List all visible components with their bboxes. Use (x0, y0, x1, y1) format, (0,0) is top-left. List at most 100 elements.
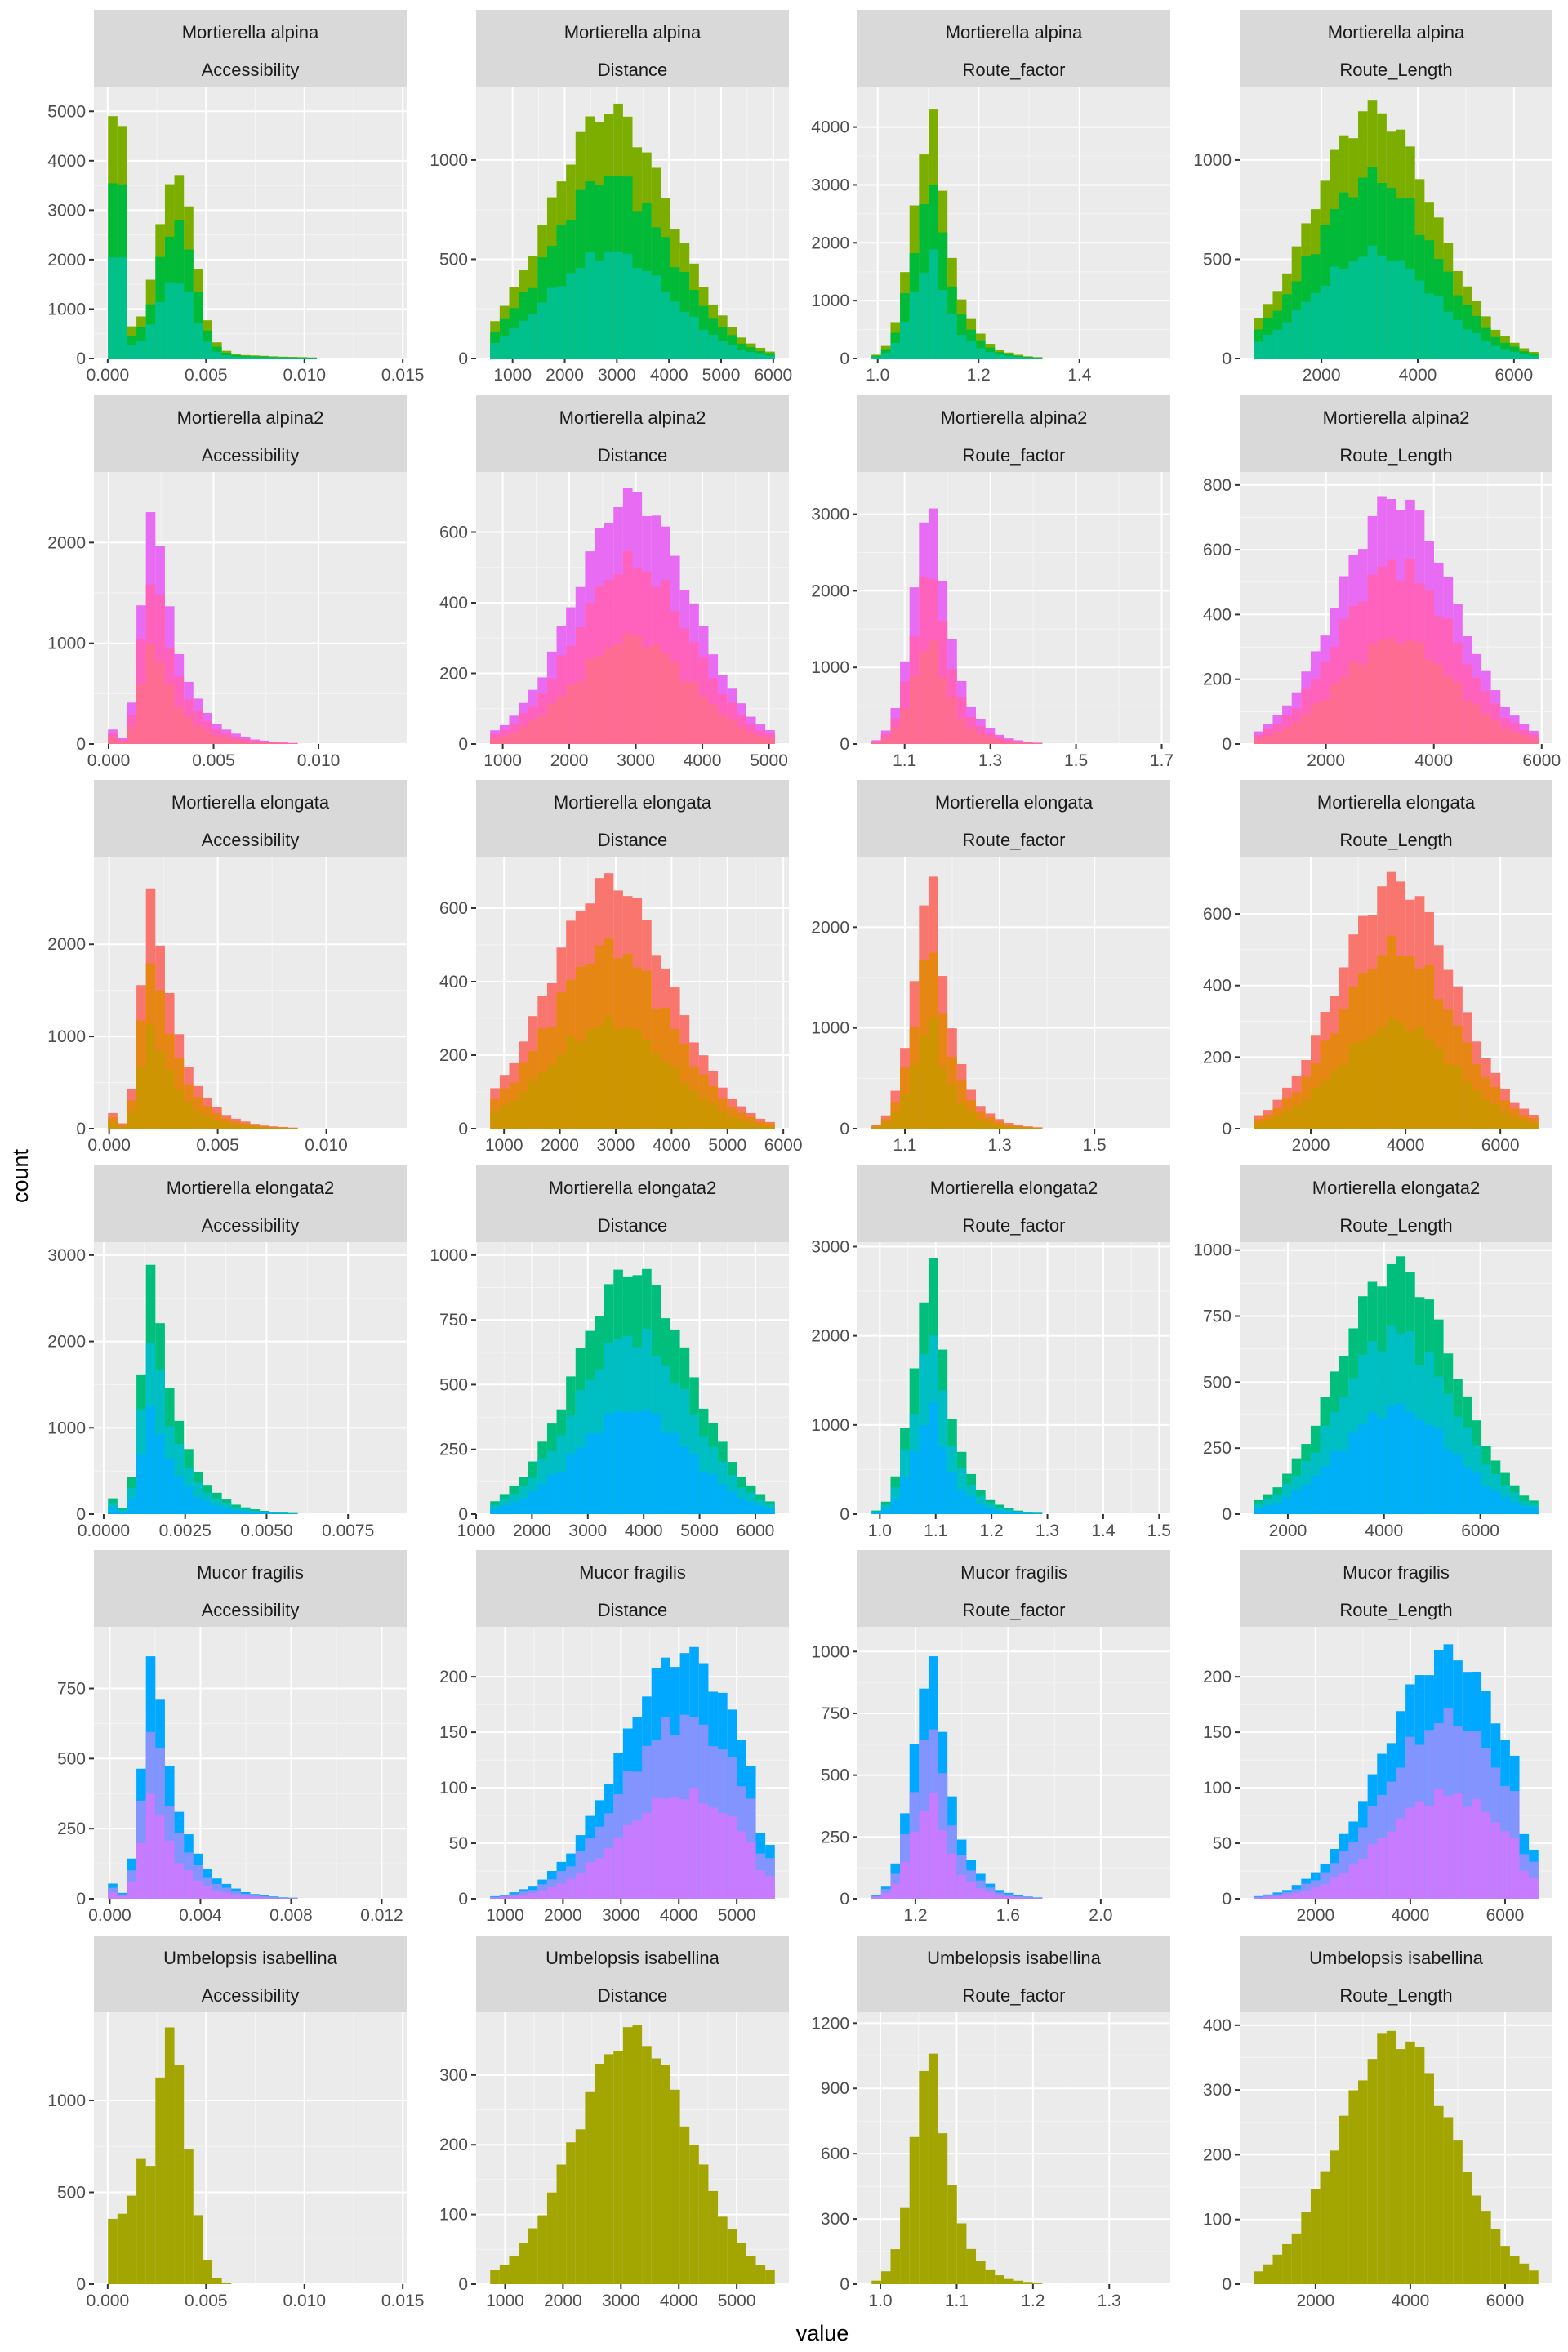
histogram-bar (145, 644, 156, 744)
histogram-bar (1414, 2047, 1425, 2284)
histogram-bar (746, 732, 756, 744)
histogram-bar (1358, 1858, 1368, 1899)
histogram-bar (1348, 661, 1359, 744)
histogram-bar (613, 1028, 623, 1129)
histogram-bar (1367, 2059, 1378, 2284)
histogram-bar (575, 2129, 586, 2284)
histogram-bar (1367, 1035, 1378, 1129)
x-tick-label: 1.2 (980, 1521, 1004, 1540)
x-axis-title: value (796, 2321, 849, 2345)
histogram-bar (1500, 728, 1510, 744)
x-tick-label: 0.010 (297, 751, 341, 770)
histogram-bar (1339, 676, 1349, 744)
histogram-bar (880, 737, 891, 744)
strip-background (94, 1165, 407, 1242)
histogram-bar (145, 324, 156, 359)
histogram-bar (737, 2243, 746, 2284)
y-tick-label: 2000 (811, 918, 849, 937)
histogram-bar (679, 311, 690, 359)
histogram-bar (499, 335, 510, 359)
histogram-bar (1405, 1411, 1415, 1514)
histogram-bar (1490, 1822, 1501, 1899)
histogram-bar (1320, 699, 1330, 744)
y-tick-label: 500 (57, 1749, 86, 1768)
histogram-bar (155, 1052, 165, 1129)
y-tick-label: 1000 (47, 2091, 86, 2110)
histogram-bar (1310, 2189, 1321, 2284)
histogram-bar (1405, 2041, 1415, 2284)
histogram-bar (278, 1513, 288, 1514)
histogram-bar (1509, 1501, 1520, 1514)
histogram-bar (622, 633, 633, 744)
histogram-bar (604, 251, 614, 359)
histogram-bar (164, 684, 175, 744)
y-tick-label: 0 (840, 1505, 849, 1524)
y-tick-label: 0 (840, 2275, 849, 2294)
x-tick-label: 1.0 (868, 1521, 892, 1540)
histogram-bar (1004, 2278, 1014, 2284)
histogram-bar (117, 1895, 127, 1899)
histogram-bar (632, 1411, 643, 1514)
histogram-bar (871, 742, 881, 744)
x-tick-label: 2000 (1307, 751, 1345, 770)
histogram-bar (269, 1127, 279, 1129)
histogram-bar (1481, 2211, 1491, 2284)
y-tick-label: 750 (821, 1704, 849, 1723)
histogram-bar (108, 1892, 118, 1899)
histogram-bar (909, 1450, 920, 1514)
histogram-bar (1301, 713, 1311, 744)
y-tick-label: 1000 (1193, 1241, 1232, 1260)
histogram-bar (956, 1102, 967, 1129)
y-tick-label: 250 (57, 1820, 86, 1838)
histogram-bar (203, 1501, 213, 1514)
histogram-bar (1254, 1123, 1263, 1129)
histogram-bar (1339, 2115, 1349, 2284)
histogram-bar (155, 302, 165, 359)
histogram-bar (718, 1111, 728, 1129)
histogram-bar (995, 2275, 1004, 2284)
histogram-bar (1433, 1048, 1444, 1129)
histogram-bar (976, 348, 986, 359)
histogram-bar (585, 659, 595, 744)
histogram-bar (1320, 2171, 1330, 2284)
histogram-bar (1433, 1789, 1444, 1899)
histogram-bar (919, 651, 929, 744)
histogram-bar (689, 2144, 699, 2284)
histogram-bar (1472, 704, 1482, 744)
y-tick-label: 400 (439, 594, 468, 612)
x-tick-label: 0.015 (381, 2292, 425, 2310)
strip-species-label: Mortierella alpina (1328, 22, 1465, 42)
histogram-bar (622, 1824, 633, 1899)
histogram-bar (1320, 1080, 1330, 1129)
histogram-bar (689, 1454, 699, 1514)
histogram-bar (108, 2218, 118, 2284)
histogram-bar (1453, 1066, 1463, 1129)
histogram-bar (1490, 1104, 1501, 1129)
histogram-bar (670, 301, 680, 359)
histogram-bar (1291, 310, 1302, 359)
histogram-bar (556, 695, 567, 744)
y-tick-label: 2000 (47, 1333, 86, 1352)
histogram-bar (108, 1122, 118, 1129)
histogram-bar (956, 335, 967, 359)
histogram-bar (1004, 355, 1014, 359)
histogram-bar (900, 708, 910, 744)
histogram-bar (231, 739, 241, 744)
strip-species-label: Mortierella alpina (182, 22, 319, 42)
y-tick-label: 400 (439, 973, 468, 991)
histogram-bar (203, 730, 213, 744)
x-tick-label: 0.000 (87, 2292, 130, 2310)
histogram-bar (651, 644, 662, 744)
x-tick-label: 1000 (457, 1521, 496, 1540)
y-tick-label: 1000 (811, 1642, 849, 1661)
x-tick-label: 6000 (737, 1521, 775, 1540)
y-tick-label: 750 (439, 1311, 468, 1330)
histogram-bar (755, 1870, 766, 1899)
histogram-bar (221, 354, 232, 359)
histogram-bar (174, 283, 185, 359)
y-tick-label: 2000 (47, 533, 86, 552)
x-tick-label: 3000 (617, 751, 655, 770)
histogram-bar (250, 357, 261, 359)
